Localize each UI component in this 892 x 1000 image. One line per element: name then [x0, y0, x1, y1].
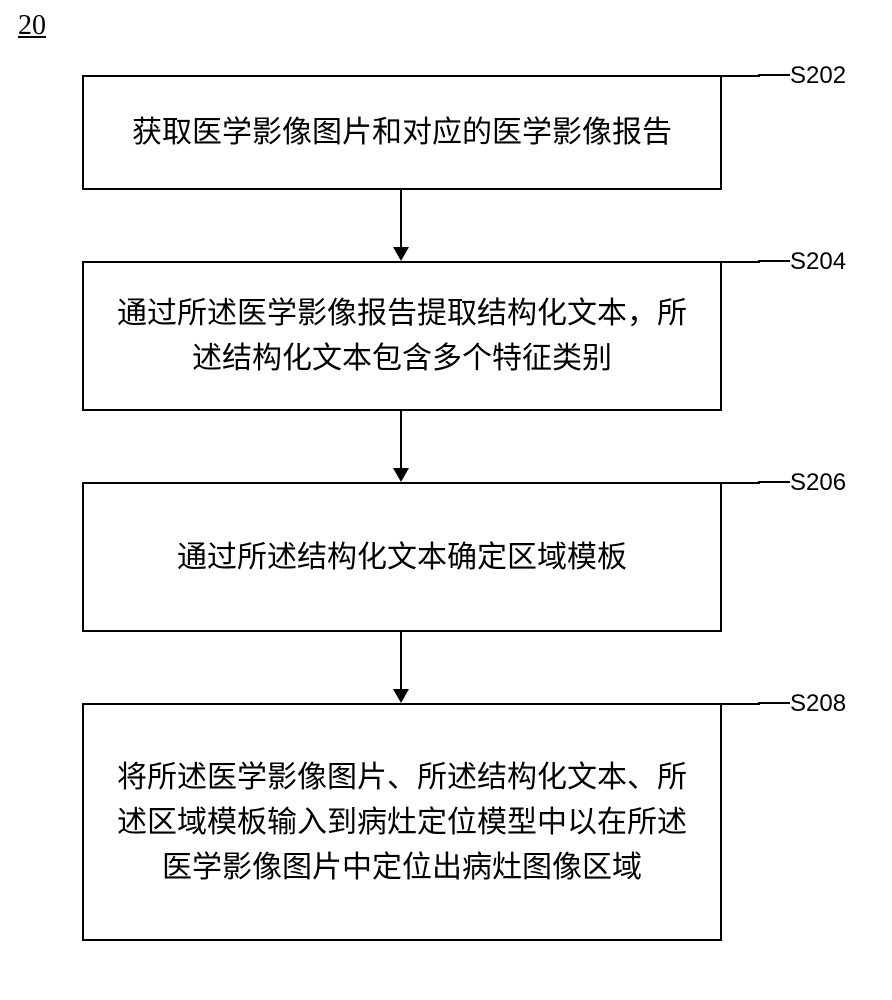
step-label-s208: S208: [790, 690, 846, 718]
step-box-s206: 通过所述结构化文本确定区域模板: [82, 482, 722, 632]
label-connector-icon: [720, 481, 790, 484]
step-box-s204: 通过所述医学影像报告提取结构化文本，所述结构化文本包含多个特征类别: [82, 261, 722, 411]
arrow-down-icon: [400, 411, 402, 482]
label-connector-icon: [720, 260, 790, 263]
step-text: 获取医学影像图片和对应的医学影像报告: [132, 110, 672, 155]
step-text: 通过所述结构化文本确定区域模板: [177, 535, 627, 580]
step-text: 通过所述医学影像报告提取结构化文本，所述结构化文本包含多个特征类别: [104, 291, 700, 381]
step-box-s208: 将所述医学影像图片、所述结构化文本、所述区域模板输入到病灶定位模型中以在所述医学…: [82, 703, 722, 941]
label-connector-icon: [720, 74, 790, 77]
step-label-s206: S206: [790, 469, 846, 497]
arrow-down-icon: [400, 190, 402, 261]
figure-number: 20: [18, 10, 46, 42]
label-connector-icon: [720, 702, 790, 705]
step-label-s204: S204: [790, 248, 846, 276]
step-text: 将所述医学影像图片、所述结构化文本、所述区域模板输入到病灶定位模型中以在所述医学…: [104, 755, 700, 890]
arrow-down-icon: [400, 632, 402, 703]
step-box-s202: 获取医学影像图片和对应的医学影像报告: [82, 75, 722, 190]
step-label-s202: S202: [790, 62, 846, 90]
